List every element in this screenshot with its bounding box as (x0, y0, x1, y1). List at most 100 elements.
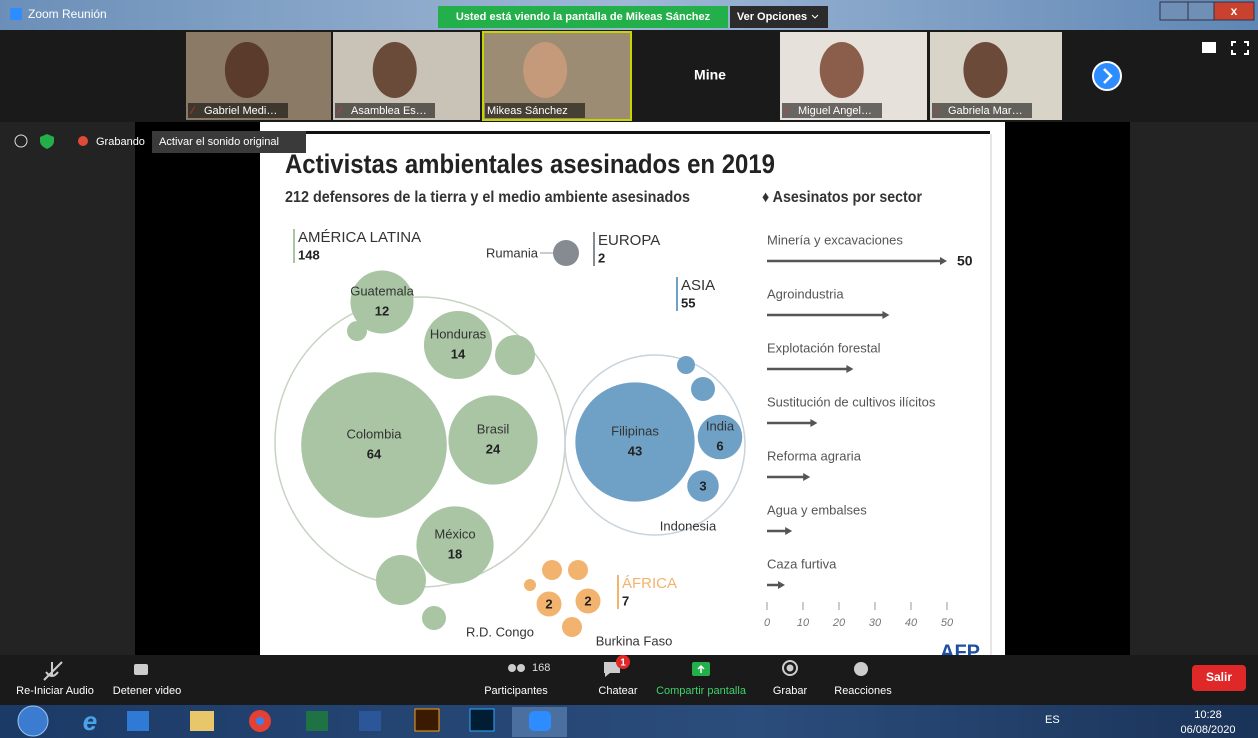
original-sound-button[interactable] (152, 131, 306, 153)
audio-label[interactable]: Re-Iniciar Audio (16, 685, 94, 697)
reactions-label[interactable]: Reacciones (834, 685, 892, 697)
media-icon[interactable] (127, 711, 149, 731)
name-plate (335, 103, 435, 118)
participant-face (963, 42, 1008, 98)
reactions-icon[interactable] (854, 662, 868, 676)
clock-time: 10:28 (1194, 709, 1222, 721)
country-bubble (350, 270, 414, 334)
options-label[interactable]: Ver Opciones (737, 11, 807, 23)
ie-icon[interactable]: e (83, 706, 97, 736)
minor-africa-bubbles (524, 560, 588, 637)
country-name: Colombia (347, 426, 403, 441)
participant-face (224, 42, 269, 98)
name-plate (188, 103, 288, 118)
country-value: 18 (448, 546, 462, 561)
chat-label[interactable]: Chatear (598, 685, 637, 697)
app-icon (10, 8, 22, 20)
country-name: R.D. Congo (466, 624, 534, 639)
sector-value: 50 (957, 253, 973, 269)
region-total: 7 (622, 593, 629, 608)
sector-chart: Minería y excavaciones 50 Agroindustria Exp… (764, 232, 973, 628)
slide-subtitle: 212 defensores de la tierra y el medio a… (285, 189, 690, 206)
language-indicator[interactable]: ES (1045, 714, 1060, 726)
camera-icon[interactable] (134, 664, 148, 675)
minimize-button[interactable] (1159, 1, 1189, 21)
next-page-button[interactable] (1092, 61, 1122, 91)
name-plate (782, 103, 882, 118)
muted-icon: ⁄ (189, 105, 196, 117)
sector-name: Agua y embalses (767, 502, 867, 517)
maximize-button[interactable] (1187, 1, 1215, 21)
close-button[interactable] (1213, 1, 1255, 21)
original-sound-label[interactable]: Activar el sonido original (159, 136, 279, 148)
leave-button[interactable] (1192, 665, 1246, 691)
share-label[interactable]: Compartir pantalla (656, 685, 747, 697)
sector-tick-label: 0 (764, 617, 771, 629)
country-bubble (697, 414, 743, 460)
clock-date: 06/08/2020 (1180, 724, 1235, 736)
sector-arrowhead (778, 581, 785, 589)
security-icon[interactable] (40, 134, 54, 149)
participants-icon-2 (517, 664, 525, 672)
start-button[interactable] (17, 705, 49, 737)
participants-icon[interactable] (508, 664, 516, 672)
region-bar (617, 575, 619, 609)
romania-bubble (553, 240, 579, 266)
leave-label[interactable]: Salir (1206, 670, 1232, 684)
slide-title: Activistas ambientales asesinados en 201… (285, 149, 775, 179)
next-arrow (1103, 68, 1113, 84)
region-bar (293, 229, 295, 263)
slide-top-rule (260, 131, 990, 134)
explorer-icon[interactable] (190, 711, 214, 731)
country-name: India (706, 418, 735, 433)
participants-label[interactable]: Participantes (484, 685, 548, 697)
region-name: ASIA (681, 277, 715, 294)
country-value: 14 (451, 346, 466, 361)
country-value: 43 (628, 443, 642, 458)
fullscreen-icon[interactable] (1231, 41, 1249, 55)
share-banner-text: Usted está viendo la pantalla de Mikeas … (456, 11, 711, 23)
chat-badge (616, 655, 630, 669)
sector-arrowhead (785, 527, 793, 535)
excel-icon[interactable] (306, 711, 328, 731)
recording-label: Grabando (96, 136, 145, 148)
region-total: 148 (298, 247, 320, 262)
participant-face (523, 42, 568, 98)
country-value: 2 (584, 593, 591, 608)
sector-tick-label: 50 (941, 617, 954, 629)
word-icon[interactable] (359, 711, 381, 731)
info-icon[interactable] (14, 134, 28, 148)
name-plate (485, 103, 585, 118)
record-label[interactable]: Grabar (773, 685, 808, 697)
taskbar (0, 705, 1258, 738)
sector-name: Reforma agraria (767, 448, 862, 463)
illustrator-icon[interactable] (414, 708, 440, 732)
record-icon[interactable] (782, 660, 798, 676)
chat-badge-count: 1 (620, 658, 626, 669)
region-name: EUROPA (598, 232, 660, 249)
video-label[interactable]: Detener video (113, 685, 182, 697)
participant-name: Miguel Angel… (798, 105, 872, 117)
layout-icon[interactable] (1202, 42, 1216, 53)
country-bubble (301, 372, 447, 518)
afp-logo: AFP (940, 641, 980, 663)
country-value: 24 (486, 441, 501, 456)
country-bubble (535, 590, 563, 618)
sector-name: Minería y excavaciones (767, 232, 903, 247)
region-name: AMÉRICA LATINA (298, 229, 421, 246)
sector-name: Sustitución de cultivos ilícitos (767, 394, 936, 409)
bubbles: Colombia 64 Brasil 24 México 18 Honduras 14 Guat… (301, 270, 743, 648)
country-value: 12 (375, 303, 389, 318)
mic-icon[interactable] (43, 661, 63, 681)
thumbnails: Gabriel Medi… ⁄ Asamblea Es… ⁄ Mikeas Sánche… (186, 31, 1062, 121)
sector-arrowhead (810, 419, 818, 427)
chat-icon[interactable] (604, 662, 620, 677)
options-button[interactable] (730, 6, 828, 28)
photoshop-icon[interactable] (469, 708, 495, 732)
taskbar-apps: e (83, 706, 567, 737)
self-label: Mine (694, 67, 726, 83)
region-total: 2 (598, 250, 605, 265)
share-arrow (697, 664, 705, 673)
romania-label: Rumania (486, 245, 539, 260)
